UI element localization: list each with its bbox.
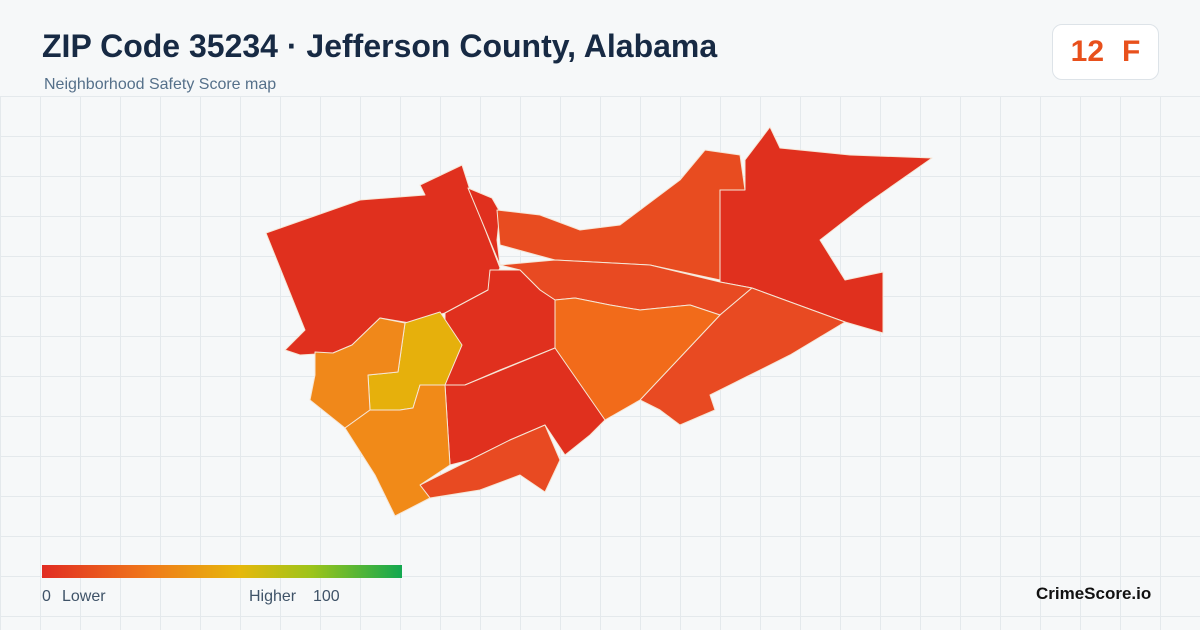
legend-max-label: Higher xyxy=(249,588,297,605)
region xyxy=(344,384,451,517)
score: 12 xyxy=(1070,35,1105,68)
legend-min-label: Lower xyxy=(62,588,106,605)
region xyxy=(496,149,746,281)
score-badge: 12 F xyxy=(1052,24,1159,80)
legend-min: 0 xyxy=(42,588,51,605)
legend-max: 100 xyxy=(313,588,340,605)
grade: F xyxy=(1122,35,1141,68)
region xyxy=(444,347,606,466)
subtitle: Neighborhood Safety Score map xyxy=(44,76,277,93)
legend-gradient xyxy=(42,565,402,578)
region xyxy=(419,424,561,499)
regions xyxy=(265,126,933,517)
brand: CrimeScore.io xyxy=(1036,584,1152,603)
title: ZIP Code 35234 · Jefferson County, Alaba… xyxy=(42,28,718,64)
region xyxy=(309,317,406,429)
header: ZIP Code 35234 · Jefferson County, Alaba… xyxy=(0,0,1200,97)
